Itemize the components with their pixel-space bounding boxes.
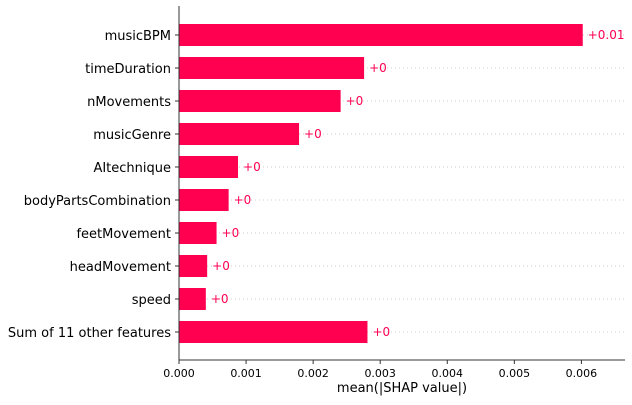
x-tick-label: 0.006 <box>566 367 598 380</box>
bar <box>179 123 300 145</box>
category-label: timeDuration <box>85 62 171 77</box>
value-label: +0 <box>211 292 229 306</box>
value-label: +0 <box>212 259 230 273</box>
category-label: feetMovement <box>76 227 171 242</box>
bar <box>179 321 368 343</box>
category-label: speed <box>132 293 171 308</box>
category-label: AItechnique <box>93 161 171 176</box>
x-tick-label: 0.000 <box>163 367 195 380</box>
x-tick-label: 0.001 <box>230 367 262 380</box>
bar <box>179 288 206 310</box>
category-label: nMovements <box>87 95 171 110</box>
bar <box>179 255 208 277</box>
value-label: +0 <box>243 160 261 174</box>
bar <box>179 90 341 112</box>
x-tick-label: 0.004 <box>432 367 464 380</box>
x-axis-label: mean(|SHAP value|) <box>337 381 467 396</box>
value-label: +0 <box>369 61 387 75</box>
bar <box>179 189 229 211</box>
category-label: headMovement <box>70 260 171 275</box>
category-label: musicGenre <box>93 128 171 143</box>
value-label: +0 <box>234 193 252 207</box>
x-tick-label: 0.005 <box>499 367 531 380</box>
category-label: Sum of 11 other features <box>8 326 171 341</box>
tick-layer: 0.000 0.001 0.002 0.003 0.004 0.005 0.006 <box>163 34 598 380</box>
x-tick-label: 0.002 <box>297 367 329 380</box>
category-label: bodyPartsCombination <box>24 194 171 209</box>
bar <box>179 156 239 178</box>
value-label: +0 <box>304 127 322 141</box>
bar <box>179 24 583 46</box>
value-label: +0 <box>222 226 240 240</box>
category-label: musicBPM <box>105 29 171 44</box>
bar-layer <box>179 24 583 343</box>
value-label: +0 <box>346 94 364 108</box>
value-label: +0.01 <box>588 28 625 42</box>
value-label: +0 <box>372 325 390 339</box>
axis-layer <box>178 6 625 361</box>
bar <box>179 57 365 79</box>
grid-layer <box>179 34 625 333</box>
label-layer: musicBPM +0.01 timeDuration +0 nMovements +0 m… <box>8 28 625 341</box>
bar <box>179 222 217 244</box>
x-tick-label: 0.003 <box>364 367 396 380</box>
